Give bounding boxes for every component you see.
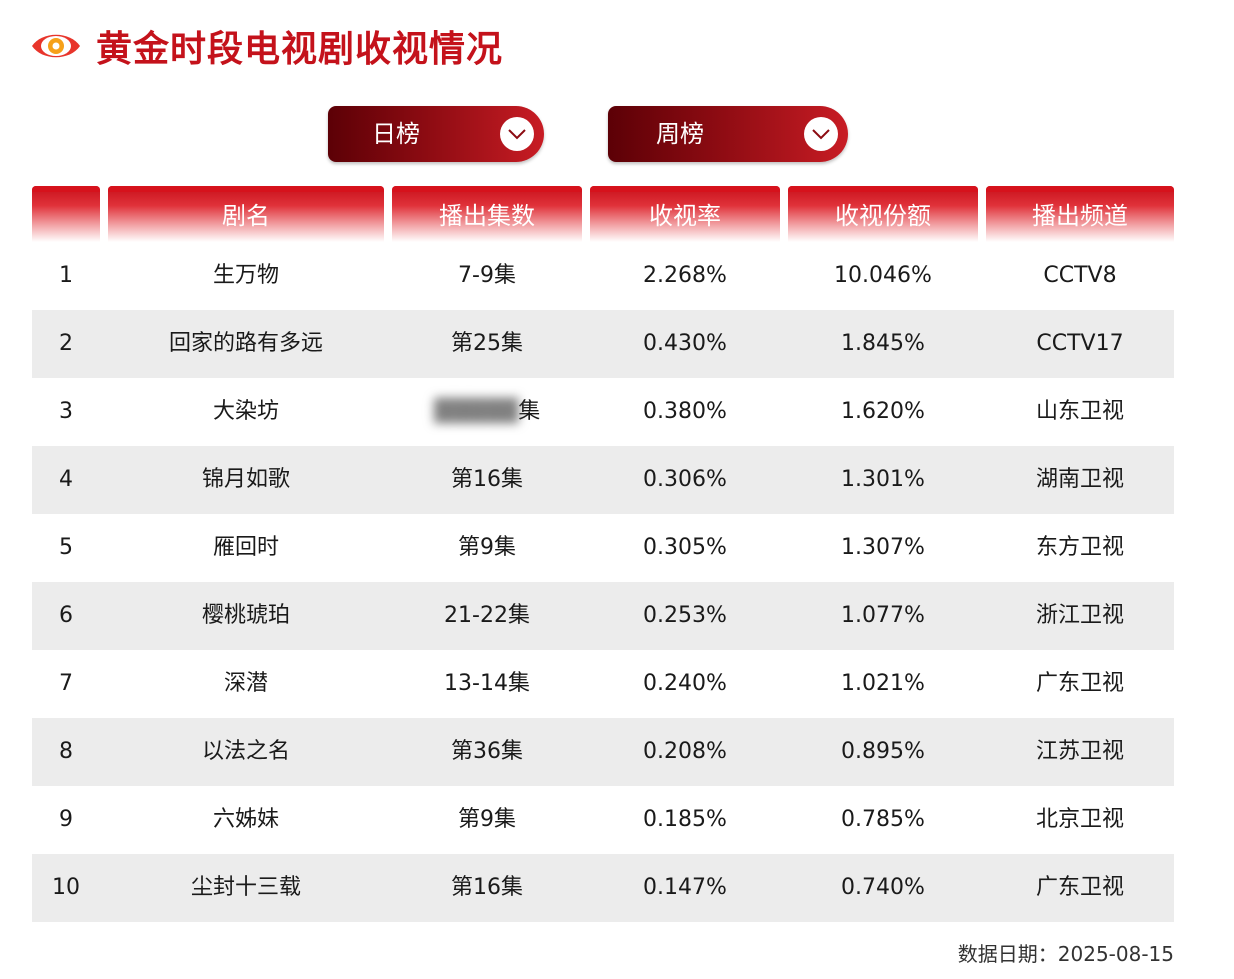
channel-cell: CCTV8 [1043,263,1117,288]
share-cell: 1.021% [841,671,925,696]
column-header-channel: 播出频道 [986,186,1174,242]
name-cell: 回家的路有多远 [168,331,323,356]
daily-chart-label: 日榜 [372,120,420,148]
channel-cell: CCTV17 [1036,331,1124,356]
rank-cell: 2 [59,331,73,356]
rank-cell: 8 [59,739,73,764]
table-row: 5 雁回时 第9集 0.305% 1.307% 东方卫视 [32,514,1174,582]
rank-cell: 3 [59,399,73,424]
episodes-suffix: 集 [518,399,541,424]
rating-cell: 0.305% [643,535,727,560]
weekly-chart-label: 周榜 [656,120,704,148]
rank-cell: 1 [59,263,73,288]
table-row: 7 深潜 13-14集 0.240% 1.021% 广东卫视 [32,650,1174,718]
share-cell: 1.077% [841,603,925,628]
chevron-down-icon[interactable] [804,117,838,151]
name-cell: 锦月如歌 [201,467,290,492]
share-cell: 0.740% [841,875,925,900]
channel-cell: 江苏卫视 [1035,739,1124,764]
table-row: 2 回家的路有多远 第25集 0.430% 1.845% CCTV17 [32,310,1174,378]
episodes-cell: 21-22集 [444,603,530,628]
episodes-cell: 7-9集 [458,263,516,288]
column-header-name: 剧名 [108,186,384,242]
name-cell: 雁回时 [212,535,279,560]
table-body: 1 生万物 7-9集 2.268% 10.046% CCTV8 2 回家的路有多远 第25集 0.… [32,242,1174,922]
rating-cell: 0.240% [643,671,727,696]
table-row: 3 大染坊 ▓▓▓▓▓集 0.380% 1.620% 山东卫视 [32,378,1174,446]
name-cell: 以法之名 [201,739,290,764]
table-row: 9 六姊妹 第9集 0.185% 0.785% 北京卫视 [32,786,1174,854]
rating-cell: 0.380% [643,399,727,424]
channel-cell: 东方卫视 [1035,535,1124,560]
channel-cell: 北京卫视 [1035,807,1124,832]
table-row: 10 尘封十三载 第16集 0.147% 0.740% 广东卫视 [32,854,1174,922]
blurred-text: ▓▓▓▓▓ [433,399,519,424]
name-cell: 大染坊 [212,399,279,424]
page-title: 黄金时段电视剧收视情况 [96,29,504,70]
share-cell: 1.845% [841,331,925,356]
channel-cell: 山东卫视 [1035,399,1124,424]
column-header-episodes: 播出集数 [392,186,582,242]
episodes-cell: ▓▓▓▓▓集 [392,378,582,446]
rank-cell: 10 [52,875,80,900]
episodes-cell: 第36集 [451,739,523,764]
rank-cell: 6 [59,603,73,628]
table-row: 6 樱桃琥珀 21-22集 0.253% 1.077% 浙江卫视 [32,582,1174,650]
table-row: 1 生万物 7-9集 2.268% 10.046% CCTV8 [32,242,1174,310]
rank-cell: 5 [59,535,73,560]
share-cell: 1.307% [841,535,925,560]
episodes-cell: 第16集 [451,467,523,492]
rating-cell: 0.185% [643,807,727,832]
share-cell: 0.785% [841,807,925,832]
rank-cell: 7 [59,671,73,696]
share-cell: 10.046% [834,263,932,288]
ratings-table: 剧名 播出集数 收视率 收视份额 播出频道 1 生万物 7-9集 2.268% 10.0… [32,186,1174,922]
channel-cell: 湖南卫视 [1035,467,1124,492]
channel-cell: 广东卫视 [1035,671,1124,696]
table-header-row: 剧名 播出集数 收视率 收视份额 播出频道 [32,186,1174,242]
share-cell: 0.895% [841,739,925,764]
name-cell: 尘封十三载 [190,875,301,900]
name-cell: 生万物 [212,263,279,288]
column-header-share: 收视份额 [788,186,978,242]
column-header-rank [32,186,100,242]
weekly-chart-dropdown[interactable]: 周榜 [608,106,848,162]
eye-icon [32,34,80,58]
chevron-down-icon[interactable] [500,117,534,151]
rating-cell: 2.268% [643,263,727,288]
channel-cell: 浙江卫视 [1035,603,1124,628]
daily-chart-dropdown[interactable]: 日榜 [328,106,544,162]
rating-cell: 0.147% [643,875,727,900]
episodes-cell: 13-14集 [444,671,530,696]
rating-cell: 0.430% [643,331,727,356]
column-header-rating: 收视率 [590,186,780,242]
episodes-cell: 第16集 [451,875,523,900]
rank-cell: 9 [59,807,73,832]
table-row: 4 锦月如歌 第16集 0.306% 1.301% 湖南卫视 [32,446,1174,514]
rank-cell: 4 [59,467,73,492]
page-header: 黄金时段电视剧收视情况 [30,18,503,74]
channel-cell: 广东卫视 [1035,875,1124,900]
rating-cell: 0.306% [643,467,727,492]
data-date: 数据日期：2025-08-15 [957,942,1174,966]
share-cell: 1.301% [841,467,925,492]
rating-cell: 0.208% [643,739,727,764]
name-cell: 樱桃琥珀 [201,603,290,628]
name-cell: 六姊妹 [212,807,279,832]
table-row: 8 以法之名 第36集 0.208% 0.895% 江苏卫视 [32,718,1174,786]
episodes-cell: 第9集 [458,535,516,560]
episodes-cell: 第25集 [451,331,523,356]
rating-cell: 0.253% [643,603,727,628]
share-cell: 1.620% [841,399,925,424]
episodes-cell: 第9集 [458,807,516,832]
name-cell: 深潜 [223,671,268,696]
